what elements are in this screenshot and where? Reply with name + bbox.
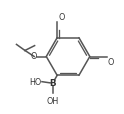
- Text: OH: OH: [47, 96, 59, 105]
- Text: HO: HO: [29, 78, 41, 86]
- Text: O: O: [107, 58, 114, 67]
- Text: O: O: [30, 52, 36, 61]
- Text: O: O: [58, 13, 64, 22]
- Text: B: B: [49, 79, 56, 88]
